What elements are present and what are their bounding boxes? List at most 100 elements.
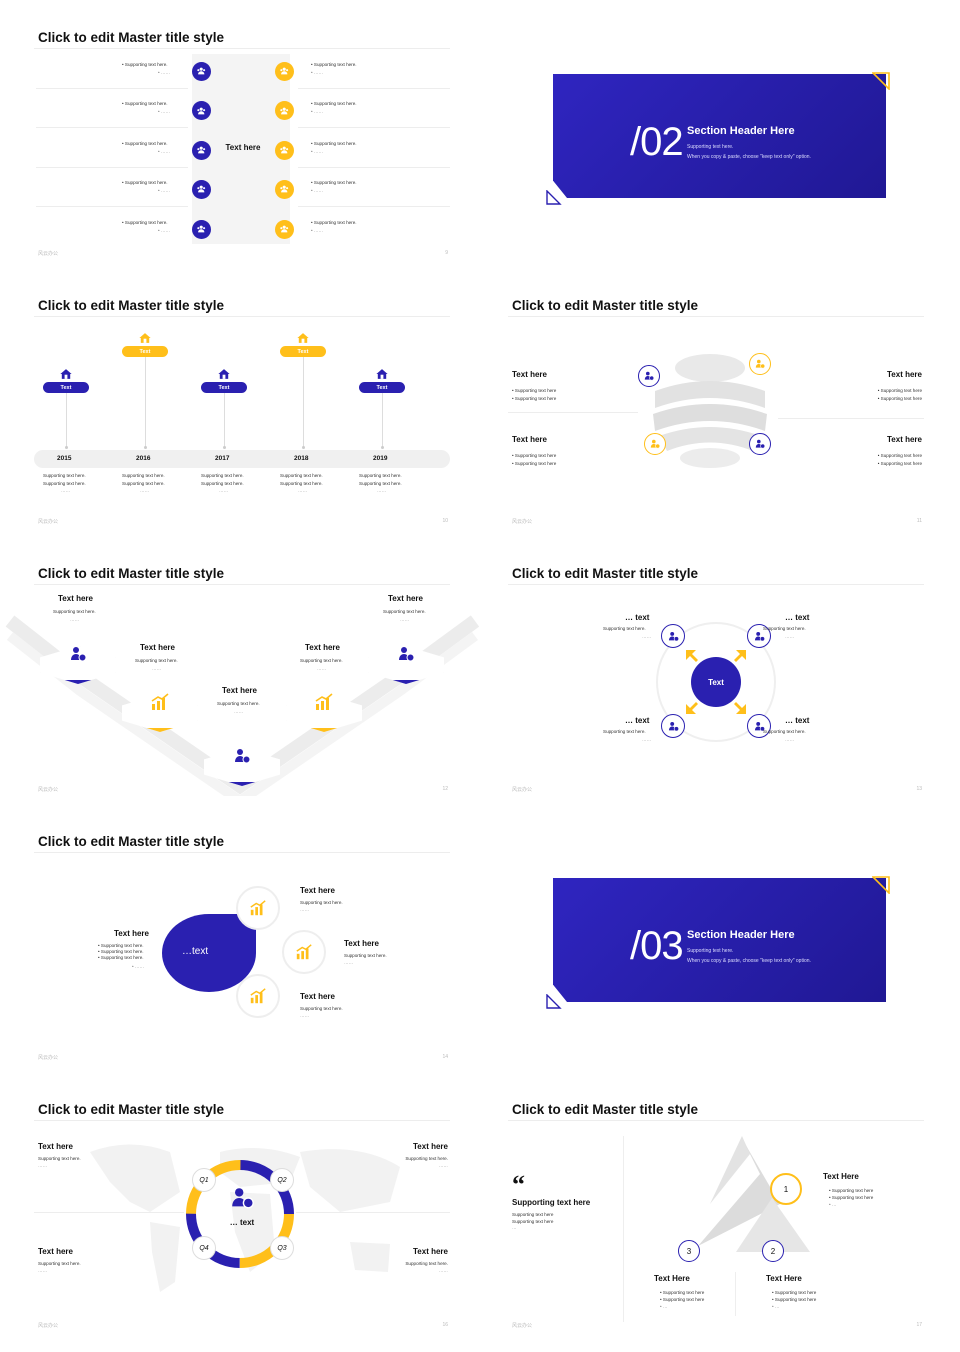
right-bullet: • Supporting text here. <box>311 180 357 186</box>
people-icon <box>196 184 206 194</box>
item-sup: Supporting text here. <box>763 729 806 734</box>
divider <box>623 1136 624 1322</box>
slide-17[interactable]: Click to edit Master title style “ Suppo… <box>480 1072 960 1340</box>
slide-title: Click to edit Master title style <box>38 1102 225 1117</box>
slide-9[interactable]: Click to edit Master title style Text he… <box>0 0 480 268</box>
house-icon <box>375 367 389 381</box>
left-people-circle <box>192 219 211 239</box>
person-coin-icon <box>754 358 766 370</box>
item-sup: Supporting text here. <box>344 953 387 958</box>
slide-section-03[interactable]: /03 Section Header Here Supporting text … <box>480 804 960 1072</box>
tile-sup: Supporting text here. <box>300 658 343 663</box>
center-drop <box>162 914 256 992</box>
quarter-badge: Q3 <box>270 1236 294 1260</box>
timeline-pill[interactable]: Text <box>359 382 405 393</box>
people-icon <box>232 746 252 766</box>
quarter-badge: Q2 <box>270 1168 294 1192</box>
people-icon <box>279 145 289 155</box>
chart-circle <box>236 974 280 1018</box>
tile-heading: Text here <box>58 594 93 603</box>
slide-13[interactable]: Click to edit Master title style Text … … <box>480 536 960 804</box>
center-text: … text <box>229 1218 255 1227</box>
person-coin-icon <box>643 370 655 382</box>
timeline-year: 2017 <box>215 455 230 462</box>
sphere-graphic <box>653 354 767 468</box>
text-dots: …… <box>38 1268 48 1273</box>
person-coin-circle <box>749 433 771 455</box>
text-dots: • … <box>660 1304 668 1309</box>
timeline-dots: …… <box>298 488 308 493</box>
tile-sup: Supporting text here. <box>217 701 260 706</box>
text-heading: Text here <box>38 1247 73 1256</box>
right-people-circle <box>275 219 294 239</box>
people-icon <box>196 106 206 116</box>
people-icon <box>196 66 206 76</box>
people-icon <box>279 66 289 76</box>
people-icon <box>279 106 289 116</box>
footer: 风云办公 <box>38 519 59 525</box>
divider <box>298 166 450 168</box>
left-dots: • …… <box>132 964 145 969</box>
timeline-sup: Supporting text here. <box>280 481 323 486</box>
title-rule <box>34 852 450 853</box>
timeline-dot <box>64 446 68 449</box>
left-dots: • …… <box>158 109 171 115</box>
section-banner <box>553 74 886 198</box>
people-icon <box>68 644 88 664</box>
chart-circle <box>236 886 280 930</box>
timeline-band <box>34 450 450 468</box>
timeline-sup: Supporting text here. <box>201 473 244 478</box>
title-rule <box>34 584 450 585</box>
text-bullet: • Supporting text here <box>772 1297 817 1302</box>
right-bullet: • Supporting text here. <box>311 62 357 67</box>
timeline-pill[interactable]: Text <box>43 382 89 393</box>
corner-triangle-icon <box>546 190 562 205</box>
item-sup: Supporting text here. <box>300 1006 343 1011</box>
footer: 风云办公 <box>512 787 533 793</box>
timeline-pill[interactable]: Text <box>122 346 168 357</box>
text-heading: Text here <box>38 1142 73 1151</box>
tile-dots: …… <box>234 709 244 714</box>
house-icon <box>217 367 231 381</box>
step-circle-1: 1 <box>770 1173 802 1205</box>
people-icon <box>667 720 680 733</box>
quarter-badge: Q4 <box>192 1236 216 1260</box>
text-sup: Supporting text here. <box>38 1261 81 1266</box>
slide-title: Click to edit Master title style <box>512 1102 699 1117</box>
quarter-ring <box>186 1160 294 1268</box>
timeline-dots: …… <box>377 488 387 493</box>
right-bullet: • Supporting text here. <box>311 101 357 107</box>
slide-16[interactable]: Click to edit Master title style … text … <box>0 1072 480 1340</box>
quote-icon: “ <box>512 1170 525 1199</box>
divider <box>36 127 188 129</box>
slide-12[interactable]: Click to edit Master title style Text he… <box>0 536 480 804</box>
text-dots: …… <box>38 1163 48 1168</box>
text-heading: Text here <box>413 1142 448 1151</box>
right-people-circle <box>275 62 294 81</box>
slide-14[interactable]: Click to edit Master title style …text T… <box>0 804 480 1072</box>
text-bullet: • Supporting text here <box>877 453 922 458</box>
people-circle <box>747 624 771 648</box>
right-dots: • …… <box>311 109 324 115</box>
divider <box>36 88 188 89</box>
divider <box>34 1212 184 1213</box>
divider <box>296 1212 450 1213</box>
timeline-pill[interactable]: Text <box>280 346 326 357</box>
divider <box>778 418 924 419</box>
section-sub2: When you copy & paste, choose "keep text… <box>687 154 811 160</box>
title-rule <box>508 584 924 585</box>
divider <box>298 206 450 208</box>
slide-10[interactable]: Click to edit Master title style Text 201… <box>0 268 480 536</box>
slide-11[interactable]: Click to edit Master title style Text he… <box>480 268 960 536</box>
tile-heading: Text here <box>140 643 175 652</box>
timeline-pill[interactable]: Text <box>201 382 247 393</box>
text-sup: Supporting text here. <box>405 1261 448 1266</box>
tile-dots: …… <box>70 617 80 622</box>
left-bullet: • Supporting text here. <box>122 180 168 186</box>
text-bullet: • Supporting text here <box>829 1195 874 1200</box>
timeline-connector <box>382 393 383 448</box>
right-bullet: • Supporting text here. <box>311 140 357 146</box>
timeline-sup: Supporting text here. <box>359 481 402 486</box>
slide-section-02[interactable]: /02 Section Header Here Supporting text … <box>480 0 960 268</box>
text-heading: Text here <box>887 435 922 444</box>
